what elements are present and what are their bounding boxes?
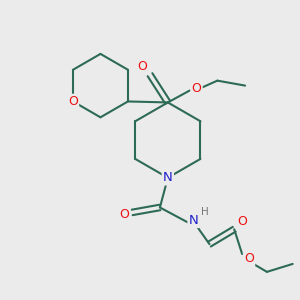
Text: O: O — [237, 215, 247, 228]
Text: N: N — [189, 214, 199, 227]
Text: O: O — [68, 95, 78, 108]
Text: O: O — [137, 60, 147, 73]
Text: O: O — [244, 253, 254, 266]
Text: O: O — [119, 208, 129, 221]
Text: H: H — [201, 207, 208, 218]
Text: O: O — [192, 82, 202, 95]
Text: N: N — [163, 171, 173, 184]
